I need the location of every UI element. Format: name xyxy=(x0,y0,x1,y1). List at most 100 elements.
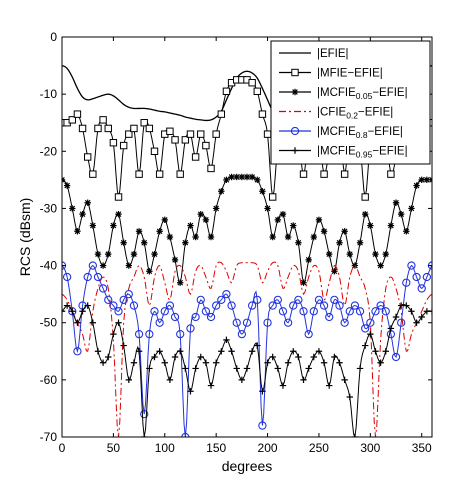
data-point xyxy=(89,222,97,229)
data-point xyxy=(341,228,348,235)
data-point xyxy=(259,388,266,395)
legend-marker xyxy=(291,68,299,77)
data-point xyxy=(217,295,226,305)
data-point xyxy=(197,210,204,218)
data-point xyxy=(160,307,169,316)
data-point xyxy=(242,318,252,327)
data-point xyxy=(314,295,324,305)
data-point xyxy=(309,307,318,316)
data-point xyxy=(88,261,97,270)
x-tick-label: 200 xyxy=(258,441,278,455)
data-point xyxy=(212,301,221,310)
data-point xyxy=(187,388,194,395)
data-point xyxy=(202,141,210,150)
y-tick-label: -40 xyxy=(40,259,58,273)
data-point xyxy=(243,173,251,181)
data-point xyxy=(284,233,292,241)
data-point xyxy=(186,130,195,138)
data-point xyxy=(423,176,431,184)
data-point xyxy=(294,295,303,305)
data-point xyxy=(305,256,312,264)
data-point xyxy=(105,353,112,361)
data-point xyxy=(151,353,158,361)
data-point xyxy=(428,308,432,315)
data-point xyxy=(202,216,210,224)
data-point xyxy=(109,301,118,310)
data-point xyxy=(130,250,138,258)
data-point xyxy=(290,222,297,229)
data-point xyxy=(89,319,97,326)
data-point xyxy=(165,301,175,310)
data-point xyxy=(217,110,226,118)
data-point xyxy=(125,262,133,269)
data-point xyxy=(320,170,328,178)
data-point xyxy=(387,222,395,229)
data-point xyxy=(146,268,153,275)
data-point xyxy=(310,233,318,241)
data-point xyxy=(176,348,184,355)
data-point xyxy=(115,319,122,326)
data-point xyxy=(114,307,123,316)
data-point xyxy=(377,359,384,366)
data-point xyxy=(340,318,349,327)
data-point xyxy=(69,205,76,212)
data-point xyxy=(238,173,246,181)
data-point xyxy=(268,301,277,310)
legend-item-3: |MCFIE0.05−EFIE| xyxy=(279,87,408,101)
data-point xyxy=(73,110,82,118)
data-point xyxy=(228,173,235,181)
data-point xyxy=(413,319,420,326)
data-point xyxy=(367,330,374,338)
legend-label: |MCFIE0.8−EFIE| xyxy=(317,126,403,140)
legend-item-2: |MFIE−EFIE| xyxy=(279,68,383,80)
data-point xyxy=(237,329,247,339)
data-point xyxy=(300,376,307,384)
data-point xyxy=(391,352,401,362)
x-tick-label: 350 xyxy=(412,441,432,455)
data-point xyxy=(397,210,405,218)
data-point xyxy=(331,353,338,361)
data-point xyxy=(387,170,395,178)
y-axis-label: RCS (dBsm) xyxy=(17,198,33,277)
legend-marker xyxy=(291,147,299,154)
series-3 xyxy=(62,173,432,286)
data-point xyxy=(145,124,154,133)
data-point xyxy=(371,307,380,316)
data-point xyxy=(146,365,153,372)
data-point xyxy=(145,329,154,339)
data-point xyxy=(191,153,200,161)
data-point xyxy=(295,353,302,361)
data-point xyxy=(392,199,400,206)
data-point xyxy=(62,308,66,315)
data-point xyxy=(207,164,215,173)
data-point xyxy=(263,130,272,138)
data-point xyxy=(125,130,133,138)
data-point xyxy=(269,233,276,241)
data-point xyxy=(279,382,287,389)
data-point xyxy=(212,205,220,212)
data-point xyxy=(130,359,138,366)
data-point xyxy=(125,376,133,384)
data-point xyxy=(186,324,195,333)
x-tick-label: 300 xyxy=(360,441,380,455)
data-point xyxy=(63,182,71,189)
x-axis: 0 50 100 150 200 250 300 350 xyxy=(59,37,432,455)
legend-box xyxy=(270,40,431,165)
data-point xyxy=(417,284,426,293)
data-point xyxy=(141,433,148,437)
data-point xyxy=(218,348,225,355)
data-point xyxy=(156,228,163,235)
data-point xyxy=(248,348,256,355)
legend-marker xyxy=(291,88,299,96)
data-point xyxy=(341,376,348,384)
data-point xyxy=(356,239,364,246)
x-tick-label: 250 xyxy=(309,441,329,455)
data-point xyxy=(68,307,77,316)
data-point xyxy=(418,176,425,184)
data-point xyxy=(176,279,184,286)
data-point xyxy=(284,359,292,366)
data-point xyxy=(69,308,76,315)
data-point xyxy=(227,301,236,310)
data-point xyxy=(278,307,288,316)
data-point xyxy=(315,348,323,355)
